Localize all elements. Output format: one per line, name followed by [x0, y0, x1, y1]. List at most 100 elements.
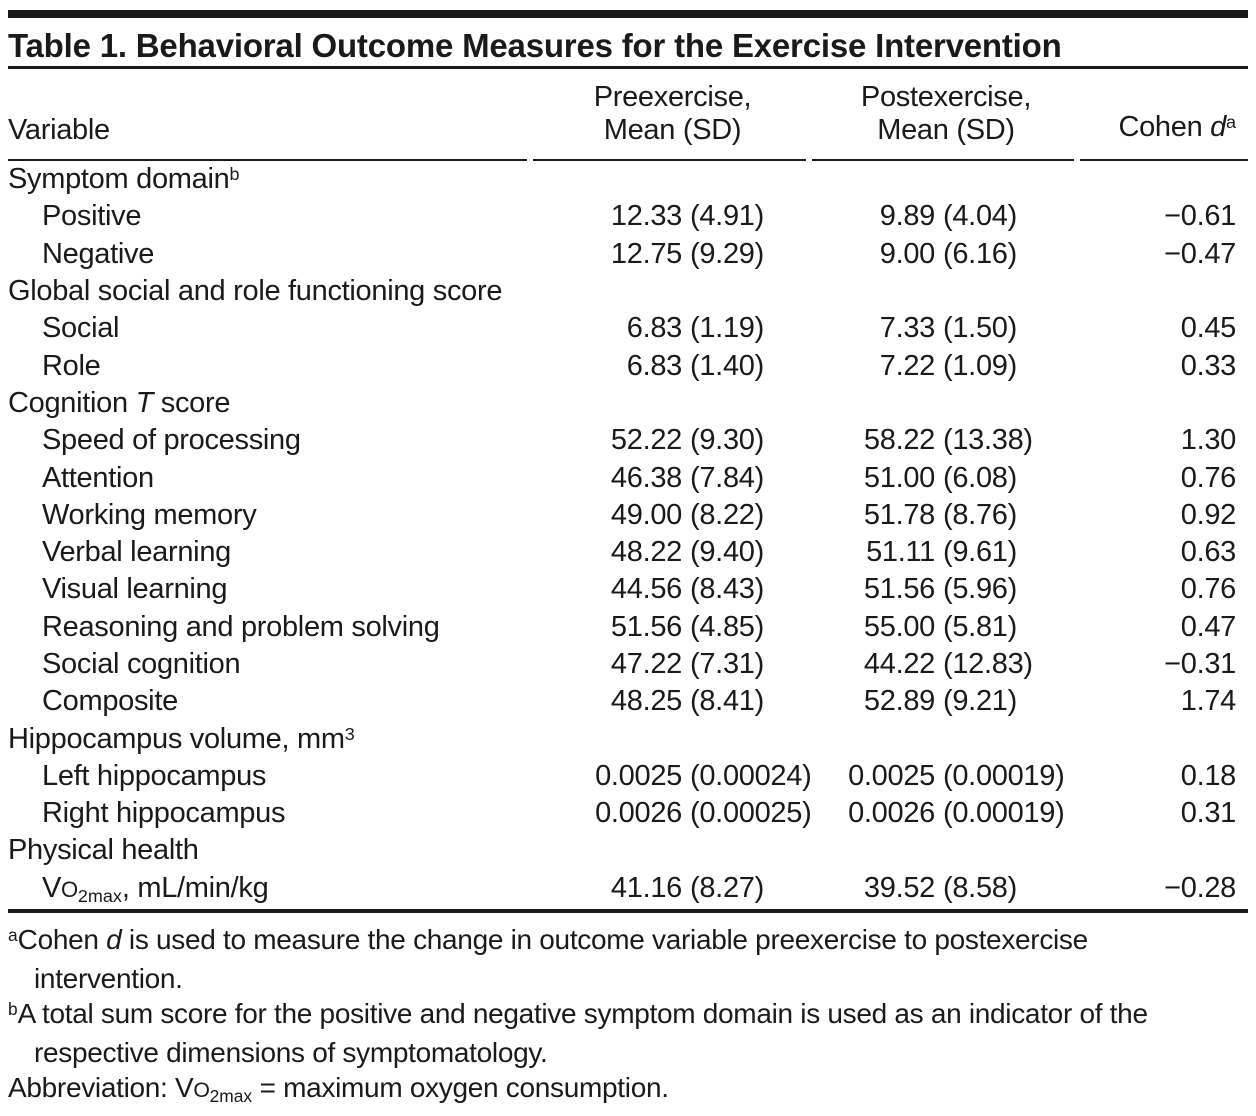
row-label: Positive: [42, 200, 142, 233]
post-mean-cell: 9.00: [879, 237, 936, 270]
post-mean-cell: 51.11: [866, 536, 935, 569]
row-label: Social cognition: [42, 648, 241, 680]
post-mean-cell: 7.33: [879, 312, 936, 345]
table-row: Working memory 49.00 (8.22) 51.78 (8.76)…: [8, 497, 1248, 534]
col-header-cohen-d: Cohen da: [1118, 111, 1236, 143]
col-header-postexercise-line2: Mean (SD): [877, 114, 1015, 146]
post-mean-cell: 52.89: [863, 685, 935, 718]
post-mean-cell: 55.00: [863, 610, 935, 643]
header-underline: [8, 159, 1248, 161]
post-sd-cell: (6.08): [943, 461, 1017, 494]
post-sd-cell: (1.50): [943, 312, 1017, 345]
footnotes: aCohen d is used to measure the change i…: [8, 913, 1248, 1116]
post-mean-cell: 58.22: [863, 424, 935, 457]
cohen-d-cell: 0.47: [1180, 610, 1237, 643]
table-row: Positive 12.33 (4.91) 9.89 (4.04) −0.61: [8, 198, 1248, 235]
table-row: Composite 48.25 (8.41) 52.89 (9.21) 1.74: [8, 683, 1248, 720]
post-mean-cell: 51.00: [863, 461, 935, 494]
post-sd-cell: (8.58): [943, 871, 1017, 904]
pre-sd-cell: (7.31): [690, 648, 764, 680]
table-row: VO2max, mL/min/kg 41.16 (8.27) 39.52 (8.…: [8, 870, 1248, 907]
post-sd-cell: (8.76): [943, 498, 1017, 531]
row-label: Role: [42, 349, 101, 382]
table-row: Social cognition 47.22 (7.31) 44.22 (12.…: [8, 646, 1248, 683]
table-row: Social 6.83 (1.19) 7.33 (1.50) 0.45: [8, 310, 1248, 347]
pre-sd-cell: (0.00025): [690, 797, 812, 830]
pre-mean-cell: 6.83: [626, 312, 683, 345]
row-label: Attention: [42, 461, 154, 494]
footnote-text: Cohen d is used to measure the change in…: [17, 923, 1089, 994]
pre-mean-cell: 51.56: [610, 610, 682, 643]
pre-sd-cell: (4.85): [690, 610, 764, 643]
table-row: Visual learning 44.56 (8.43) 51.56 (5.96…: [8, 571, 1248, 608]
pre-mean-cell: 48.22: [610, 536, 682, 569]
post-sd-cell: (5.96): [943, 573, 1017, 606]
pre-sd-cell: (0.00024): [690, 759, 812, 792]
post-mean-cell: 51.78: [863, 498, 935, 531]
header-underline-segment: [8, 159, 527, 161]
cohen-d-cell: −0.61: [1164, 200, 1236, 233]
pre-mean-cell: 12.33: [610, 200, 682, 233]
post-mean-cell: 7.22: [879, 349, 936, 382]
header-underline-segment: [533, 159, 806, 161]
pre-sd-cell: (8.27): [690, 871, 764, 904]
table-row: Cognition T score: [8, 385, 1248, 422]
post-sd-cell: (9.61): [943, 536, 1017, 569]
pre-sd-cell: (8.43): [690, 573, 764, 606]
table-row: Physical health: [8, 832, 1248, 869]
table-row: Symptom domainb: [8, 161, 1248, 198]
header-underline-segment: [1080, 159, 1248, 161]
pre-sd-cell: (9.30): [690, 424, 764, 457]
footnote: Abbreviation: VO2max = maximum oxygen co…: [8, 1070, 1224, 1109]
cohen-d-cell: 0.76: [1180, 573, 1237, 606]
table-row: Hippocampus volume, mm3: [8, 720, 1248, 757]
row-section-label: Global social and role functioning score: [8, 275, 503, 308]
row-label: VO2max, mL/min/kg: [42, 871, 269, 906]
pre-mean-cell: 44.56: [610, 573, 682, 606]
pre-sd-cell: (8.41): [690, 685, 764, 718]
pre-sd-cell: (8.22): [690, 498, 764, 531]
cohen-d-cell: 1.74: [1180, 685, 1237, 718]
row-label: Speed of processing: [42, 424, 301, 457]
row-label: Verbal learning: [42, 536, 231, 569]
cohen-d-cell: 0.33: [1180, 349, 1237, 382]
pre-sd-cell: (9.40): [690, 536, 764, 569]
cohen-d-cell: 1.30: [1180, 424, 1237, 457]
post-mean-cell: 9.89: [879, 200, 936, 233]
pre-mean-cell: 46.38: [610, 461, 682, 494]
cohen-d-cell: 0.63: [1180, 536, 1237, 569]
pre-mean-cell: 12.75: [610, 237, 682, 270]
footnote-text: Abbreviation: VO2max = maximum oxygen co…: [8, 1071, 669, 1106]
footnote: aCohen d is used to measure the change i…: [8, 922, 1224, 996]
row-label: Visual learning: [42, 573, 228, 606]
cohen-d-cell: 0.18: [1180, 759, 1237, 792]
footnote-text: A total sum score for the positive and n…: [17, 997, 1148, 1068]
cohen-d-cell: 0.31: [1180, 797, 1237, 830]
pre-mean-cell: 0.0025: [595, 759, 682, 792]
pre-mean-cell: 41.16: [610, 871, 682, 904]
top-rule: [8, 10, 1248, 18]
pre-sd-cell: (9.29): [690, 237, 764, 270]
col-header-postexercise: Postexercise, Mean (SD): [812, 81, 1080, 147]
post-sd-cell: (5.81): [943, 610, 1017, 643]
cohen-d-cell: 0.76: [1180, 461, 1237, 494]
table-row: Attention 46.38 (7.84) 51.00 (6.08) 0.76: [8, 459, 1248, 496]
row-label: Social: [42, 312, 120, 345]
table-row: Left hippocampus 0.0025 (0.00024) 0.0025…: [8, 758, 1248, 795]
post-sd-cell: (13.38): [943, 424, 1033, 457]
row-label: Negative: [42, 237, 155, 270]
table-row: Right hippocampus 0.0026 (0.00025) 0.002…: [8, 795, 1248, 832]
post-mean-cell: 39.52: [863, 871, 935, 904]
pre-mean-cell: 6.83: [626, 349, 683, 382]
header-underline-segment: [812, 159, 1074, 161]
row-section-label: Symptom domainb: [8, 163, 240, 196]
footnote-marker: a: [8, 925, 18, 946]
table-row: Reasoning and problem solving 51.56 (4.8…: [8, 609, 1248, 646]
pre-mean-cell: 48.25: [610, 685, 682, 718]
row-label: Right hippocampus: [42, 797, 286, 830]
cohen-d-cell: 0.45: [1180, 312, 1237, 345]
post-sd-cell: (1.09): [943, 349, 1017, 382]
col-header-preexercise-line1: Preexercise,: [593, 81, 752, 113]
table-body: Symptom domainb Positive 12.33 (4.91) 9.…: [8, 161, 1248, 907]
